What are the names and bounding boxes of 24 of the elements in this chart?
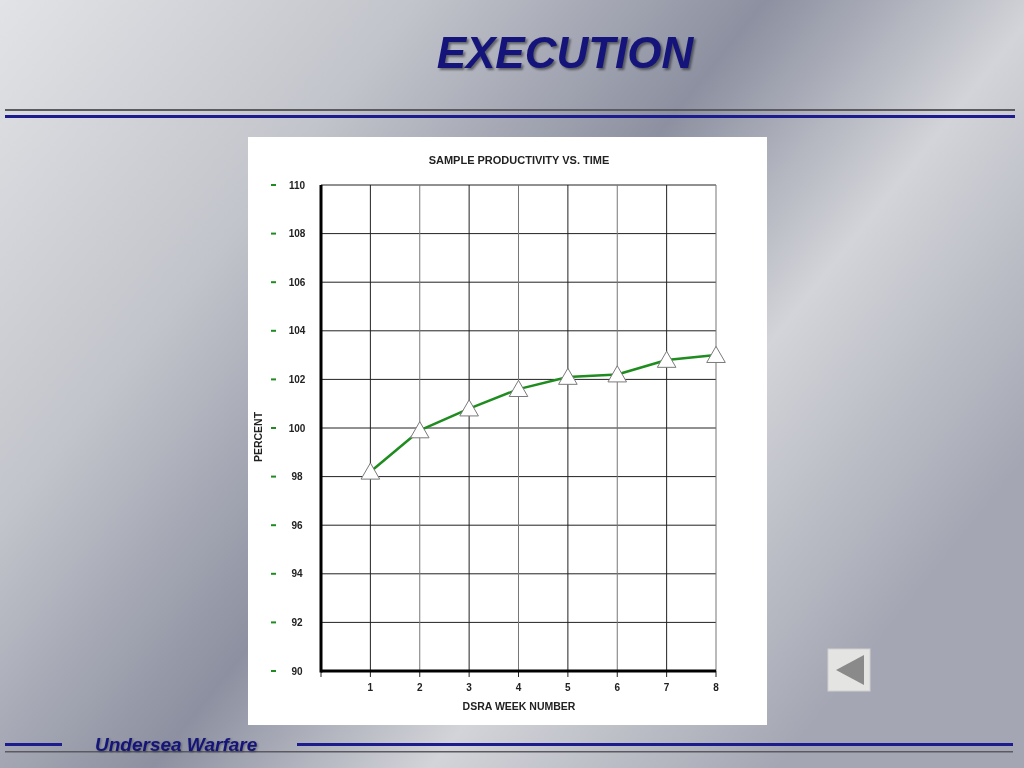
y-tick-label: 102	[288, 373, 306, 385]
y-tick-label: 98	[291, 471, 303, 483]
x-tick-label: 6	[614, 682, 621, 693]
y-tick-label: 106	[288, 276, 306, 288]
text: Undersea Warfare	[95, 734, 258, 755]
chart-title: EXECUTION	[436, 28, 695, 77]
chart-subtitle: SAMPLE PRODUCTIVITY VS. TIME	[428, 154, 610, 166]
y-tick-label: 92	[291, 616, 303, 628]
x-tick-label: 1	[367, 682, 374, 693]
x-tick-label: 7	[663, 682, 670, 693]
y-tick-label: 110	[288, 179, 306, 191]
y-tick-label: 96	[291, 519, 303, 531]
x-tick-label: 5	[565, 682, 572, 693]
y-tick-label: 108	[288, 228, 306, 240]
y-axis-title: PERCENT	[252, 411, 264, 463]
y-tick-label: 104	[288, 325, 306, 337]
x-tick-label: 3	[466, 682, 473, 693]
x-axis-title: DSRA WEEK NUMBER	[462, 700, 576, 712]
x-tick-label: 2	[416, 682, 423, 693]
y-tick-label: 90	[291, 665, 303, 677]
y-tick-label: 100	[288, 422, 306, 434]
x-tick-label: 4	[515, 682, 522, 693]
y-tick-label: 94	[291, 568, 303, 580]
x-tick-label: 8	[713, 682, 720, 693]
